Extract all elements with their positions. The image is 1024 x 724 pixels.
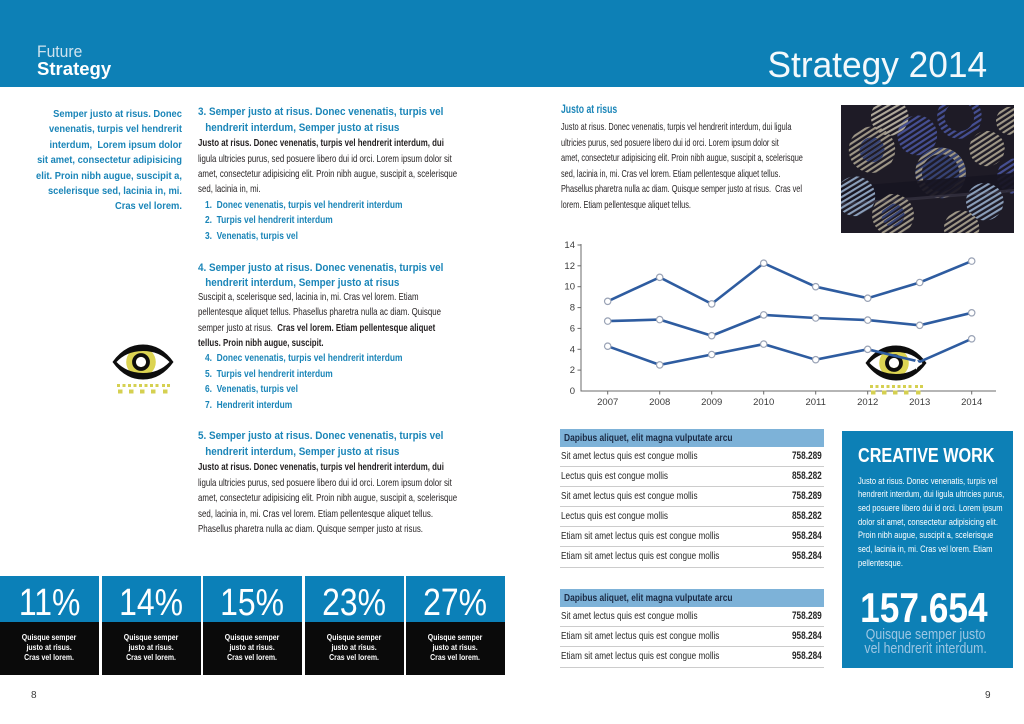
- svg-text:2: 2: [570, 365, 575, 376]
- svg-text:2012: 2012: [857, 397, 878, 408]
- svg-text:4: 4: [570, 344, 575, 355]
- svg-text:2010: 2010: [753, 397, 774, 408]
- svg-text:2007: 2007: [597, 397, 618, 408]
- svg-text:2013: 2013: [909, 397, 930, 408]
- svg-text:8: 8: [570, 303, 575, 314]
- svg-text:2009: 2009: [701, 397, 722, 408]
- svg-text:6: 6: [570, 323, 575, 334]
- svg-text:10: 10: [564, 282, 575, 293]
- svg-text:2011: 2011: [805, 397, 825, 408]
- svg-text:2008: 2008: [649, 397, 670, 408]
- svg-text:12: 12: [564, 261, 575, 272]
- svg-text:2014: 2014: [961, 397, 982, 408]
- svg-text:0: 0: [570, 386, 575, 397]
- svg-text:14: 14: [564, 240, 575, 251]
